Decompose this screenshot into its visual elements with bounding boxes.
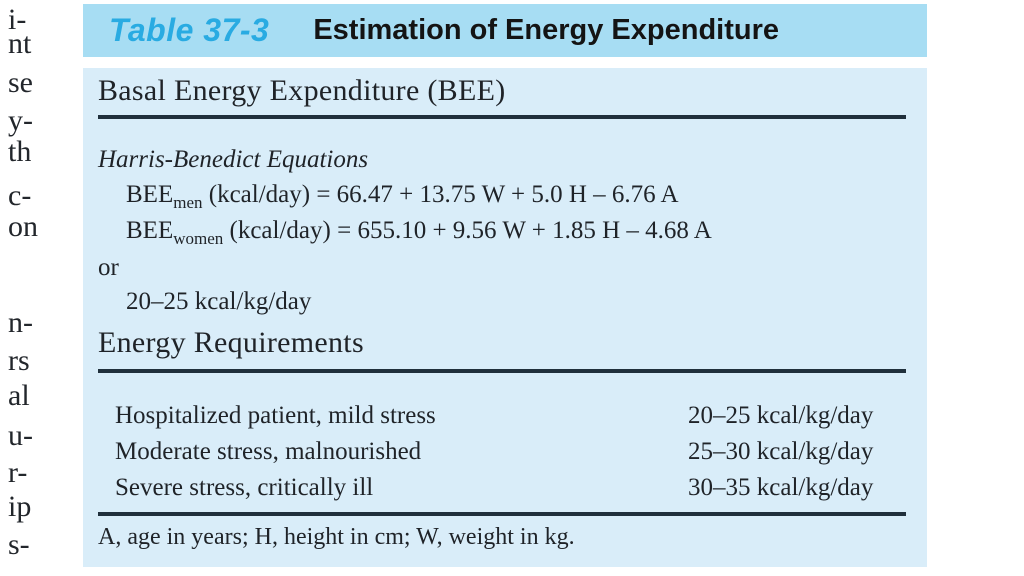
margin-text-fragment: se [8, 66, 33, 99]
equation-bee-men: BEEmen (kcal/day) = 66.47 + 13.75 W + 5.… [126, 181, 679, 212]
table-title: Estimation of Energy Expenditure [313, 14, 780, 46]
margin-text-fragment: i- [8, 3, 27, 36]
table-number-label: Table 37-3 [109, 12, 270, 48]
heading-rule [98, 115, 906, 119]
table-header-bar: Table 37-3 Estimation of Energy Expendit… [83, 4, 927, 57]
equation-bee-women: BEEwomen (kcal/day) = 655.10 + 9.56 W + … [126, 217, 712, 248]
bee-section-heading: Basal Energy Expenditure (BEE) [98, 74, 506, 107]
equation-expression: (kcal/day) = 655.10 + 9.56 W + 1.85 H – … [223, 217, 712, 244]
value-cell: 30–35 kcal/kg/day [688, 474, 874, 501]
alternative-estimate: 20–25 kcal/kg/day [126, 288, 312, 315]
value-cell: 20–25 kcal/kg/day [688, 402, 874, 429]
equations-title: Harris-Benedict Equations [98, 146, 369, 173]
margin-text-fragment: n- [8, 306, 33, 339]
margin-text-fragment: r- [8, 456, 28, 489]
condition-cell: Moderate stress, malnourished [115, 438, 422, 465]
margin-text-fragment: s- [8, 528, 30, 561]
table-row: Hospitalized patient, mild stress 20–25 … [115, 402, 906, 438]
table-footnote: A, age in years; H, height in cm; W, wei… [98, 524, 575, 550]
or-label: or [98, 254, 119, 281]
equation-expression: (kcal/day) = 66.47 + 13.75 W + 5.0 H – 6… [202, 181, 679, 208]
equation-base: BEE [126, 217, 174, 244]
table-body-panel: Basal Energy Expenditure (BEE) Harris-Be… [83, 68, 927, 567]
equation-subscript: men [173, 193, 203, 212]
margin-text-fragment: th [8, 135, 32, 168]
footnote-rule [98, 512, 906, 516]
table-row: Moderate stress, malnourished 25–30 kcal… [115, 438, 906, 474]
margin-text-fragment: nt [8, 27, 32, 60]
heading-rule [98, 369, 906, 373]
condition-cell: Hospitalized patient, mild stress [115, 402, 436, 429]
margin-text-fragment: on [8, 210, 38, 243]
margin-text-fragment: u- [8, 419, 33, 452]
value-cell: 25–30 kcal/kg/day [688, 438, 874, 465]
equation-base: BEE [126, 181, 174, 208]
equation-subscript: women [173, 229, 224, 248]
table-row: Severe stress, critically ill 30–35 kcal… [115, 474, 906, 510]
margin-text-fragment: c- [8, 179, 32, 212]
margin-text-fragment: rs [8, 344, 30, 377]
margin-text-fragment: ip [8, 490, 32, 523]
requirements-table: Hospitalized patient, mild stress 20–25 … [115, 402, 906, 510]
margin-text-fragment: al [8, 379, 30, 412]
condition-cell: Severe stress, critically ill [115, 474, 374, 501]
energy-requirements-heading: Energy Requirements [98, 326, 364, 359]
margin-text-fragment: y- [8, 104, 33, 137]
